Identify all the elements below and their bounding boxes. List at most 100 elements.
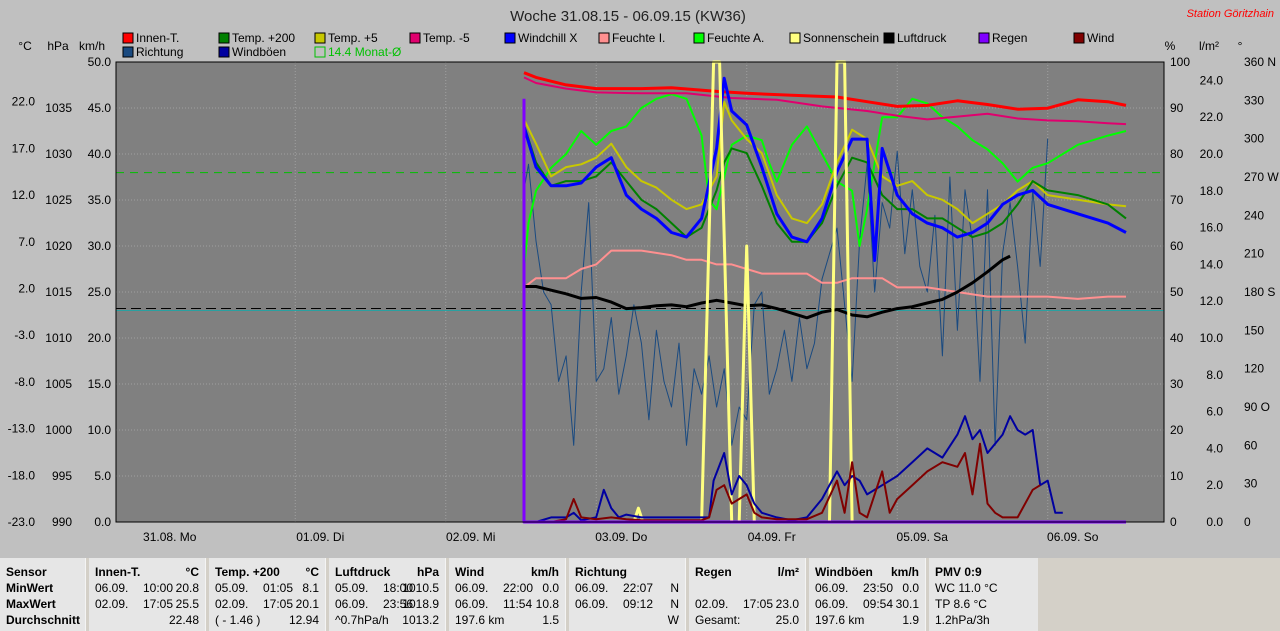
legend-swatch <box>978 32 990 44</box>
stats-column: Sensor MinWert MaxWert Durchschnitt <box>0 558 86 631</box>
stats-row: ^0.7hPa/h 1013.2 <box>329 612 445 628</box>
stats-value: 1.5 <box>542 613 559 627</box>
unit-percent: % <box>1165 39 1176 53</box>
legend-swatch <box>598 32 610 44</box>
stats-time: 22:07 <box>623 581 654 595</box>
tick-lm2: 0.0 <box>1206 515 1223 529</box>
tick-lm2: 6.0 <box>1206 405 1223 419</box>
legend-label: Temp. +5 <box>328 31 378 45</box>
stats-value: 12.94 <box>288 613 319 627</box>
stats-value: 1.9 <box>902 613 919 627</box>
tick-percent: 80 <box>1170 147 1184 161</box>
stats-header-row: Innen-T. °C <box>89 564 205 580</box>
tick-percent: 10 <box>1170 469 1184 483</box>
tick-hpa: 990 <box>52 515 72 529</box>
stats-row: 197.6 km 1.5 <box>449 612 565 628</box>
stats-header-row: PMV 0:9 <box>929 564 1038 580</box>
tick-x: 06.09. So <box>1047 530 1099 544</box>
stats-time: 23:56 <box>383 597 414 611</box>
legend-label: Windchill X <box>518 31 577 45</box>
tick-degree: 150 <box>1244 323 1264 337</box>
stats-header: Richtung <box>575 565 627 579</box>
stats-table: Sensor MinWert MaxWert Durchschnitt Innen-T.… <box>0 558 1280 631</box>
tick-hpa: 1030 <box>45 147 72 161</box>
stats-row: 02.09. 17:05 20.1 <box>209 596 325 612</box>
tick-percent: 70 <box>1170 193 1184 207</box>
tick-degree: 270 W <box>1244 170 1279 184</box>
stats-header: Innen-T. <box>95 565 141 579</box>
tick-percent: 40 <box>1170 331 1184 345</box>
stats-value: N <box>670 597 679 611</box>
stats-time: 09:12 <box>623 597 654 611</box>
stats-time: 01:05 <box>263 581 294 595</box>
tick-percent: 50 <box>1170 285 1184 299</box>
stats-row: 197.6 km 1.9 <box>809 612 925 628</box>
stats-row: 06.09. 23:50 0.0 <box>809 580 925 596</box>
stats-header: Windböen <box>815 565 873 579</box>
stats-value: 0.0 <box>542 581 559 595</box>
series-feuchte-i- <box>523 249 1126 300</box>
stats-value: 0.0 <box>902 581 919 595</box>
tick-lm2: 22.0 <box>1200 110 1224 124</box>
tick-x: 04.09. Fr <box>748 530 796 544</box>
legend-label: Richtung <box>136 45 183 59</box>
stats-header-row: Regen l/m² <box>689 564 805 580</box>
tick-lm2: 10.0 <box>1200 331 1224 345</box>
stats-header: Sensor <box>6 565 47 579</box>
tick-celsius: -18.0 <box>8 468 36 482</box>
stats-date: 02.09. <box>95 597 129 611</box>
stats-header: Regen <box>695 565 732 579</box>
stats-time: 17:05 <box>743 597 774 611</box>
stats-header: Wind <box>455 565 485 579</box>
legend-swatch <box>504 32 516 44</box>
tick-hpa: 1010 <box>45 331 72 345</box>
tick-lm2: 24.0 <box>1200 73 1224 87</box>
tick-celsius: -13.0 <box>8 422 36 436</box>
legend-label: Luftdruck <box>897 31 947 45</box>
tick-degree: 330 <box>1244 93 1264 107</box>
stats-date: Durchschnitt <box>6 613 81 627</box>
legend-label: Wind <box>1087 31 1114 45</box>
stats-time: 10:00 <box>143 581 174 595</box>
tick-hpa: 1015 <box>45 285 72 299</box>
stats-date: 06.09. <box>95 581 129 595</box>
stats-column: Regen l/m² 02.09. 17:05 23.0 Gesamt: 25.0 <box>689 558 806 631</box>
tick-percent: 90 <box>1170 101 1184 115</box>
series-temp-5 <box>523 100 1127 225</box>
legend-swatch <box>218 32 230 44</box>
unit-degree: ° <box>1238 39 1243 53</box>
stats-row: WC 11.0 °C <box>929 580 1038 596</box>
stats-row: 06.09. 22:00 0.0 <box>449 580 565 596</box>
stats-value: 25.5 <box>175 597 199 611</box>
unit-kmh: km/h <box>79 39 105 53</box>
tick-x: 02.09. Mi <box>446 530 495 544</box>
tick-hpa: 1025 <box>45 193 72 207</box>
stats-time: 11:54 <box>503 597 533 611</box>
axis-unit-labels: °C hPa km/h% l/m² ° <box>18 39 1242 53</box>
tick-hpa: 995 <box>52 469 72 483</box>
tick-kmh: 20.0 <box>88 331 112 345</box>
tick-lm2: 12.0 <box>1200 294 1224 308</box>
stats-date: 02.09. <box>695 597 729 611</box>
stats-header-row: Wind km/h <box>449 564 565 580</box>
tick-celsius: 7.0 <box>18 235 35 249</box>
tick-percent: 100 <box>1170 55 1190 69</box>
stats-header-row: Luftdruck hPa <box>329 564 445 580</box>
stats-row: 06.09. 11:54 10.8 <box>449 596 565 612</box>
stats-value: 25.0 <box>775 613 799 627</box>
legend-label: Windböen <box>232 45 286 59</box>
tick-x: 03.09. Do <box>595 530 647 544</box>
tick-x: 05.09. Sa <box>897 530 949 544</box>
tick-kmh: 40.0 <box>88 147 112 161</box>
tick-kmh: 30.0 <box>88 239 112 253</box>
stats-header: Luftdruck <box>335 565 391 579</box>
stats-row: 06.09. 22:07 N <box>569 580 685 596</box>
stats-unit: km/h <box>890 565 919 579</box>
legend-swatch <box>789 32 801 44</box>
tick-kmh: 35.0 <box>88 193 112 207</box>
stats-date: 06.09. <box>335 597 369 611</box>
legend-label: Temp. +200 <box>232 31 295 45</box>
tick-celsius: 22.0 <box>12 95 36 109</box>
stats-column: Wind km/h 06.09. 22:00 0.0 06.09. 11:54 10.8 197… <box>449 558 566 631</box>
reference-lines <box>116 172 1164 312</box>
